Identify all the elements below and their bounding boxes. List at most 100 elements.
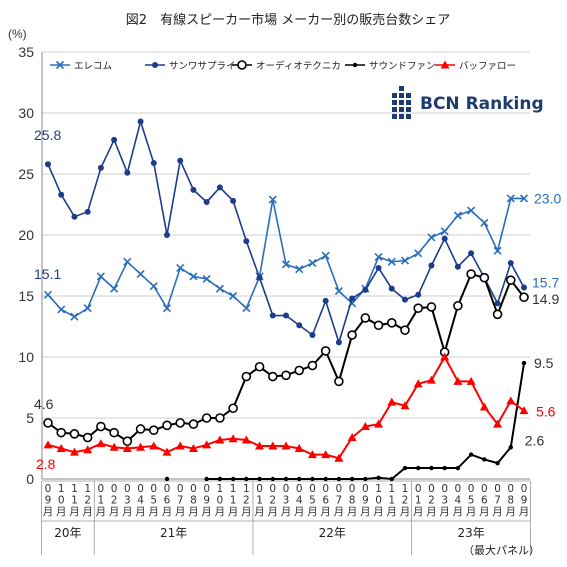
marker-triangle [83,445,93,454]
series-line [206,362,525,481]
marker-circle [360,313,371,323]
marker-stroke [400,256,410,265]
marker-triangle [440,352,450,361]
marker-dot [495,460,500,466]
logo-square [399,86,404,91]
marker-x [387,257,396,266]
marker-x [229,291,238,301]
year-label: 23年 [457,526,484,540]
series-lines [43,118,529,482]
marker-dot [494,300,501,307]
marker-dot [402,296,408,303]
marker-x [281,260,291,269]
marker-circle [135,424,146,434]
legend-item: バッファロー [435,60,516,72]
marker-stroke [519,194,529,203]
marker-circle [122,436,133,446]
marker-stroke [427,233,436,242]
marker-x [176,263,185,273]
marker-dot [442,465,447,471]
marker-x [427,233,436,242]
marker-x [493,246,502,255]
marker-dot [71,213,78,220]
marker-triangle [43,440,53,449]
marker-dot [349,295,356,302]
marker-stroke [96,272,105,281]
y-tick-label: 15 [18,288,34,304]
marker-x [83,304,92,313]
marker-triangle [241,435,251,444]
marker-dot [244,476,249,482]
marker-dot [97,164,104,171]
marker-stroke [123,257,132,266]
marker-triangle [360,422,370,431]
legend-label: オーディオテクニカ [256,60,341,72]
marker-triangle [122,444,132,452]
marker-circle [386,318,397,328]
y-axis-ticks: 0 5 10 15 20 25 30 35 [18,44,34,487]
marker-circle [307,360,318,371]
series-2 [43,269,529,446]
series-3 [164,360,527,482]
marker-triangle [519,406,529,415]
marker-dot [363,476,368,482]
marker-dot [190,186,197,193]
marker-triangle [255,441,265,450]
series-line [47,272,525,443]
marker-stroke [176,263,185,273]
marker-dot [283,312,289,319]
marker-x [57,305,66,314]
marker-dot [111,136,118,143]
marker-x [55,60,65,70]
marker-dot [455,465,461,471]
logo-square [392,100,397,105]
marker-dot [269,312,276,319]
marker-triangle [374,419,384,428]
marker-circle [519,292,529,303]
logo-square [392,93,397,98]
marker-triangle [493,419,503,428]
legend-label: サンワサプライ [169,61,236,72]
marker-circle [466,269,476,279]
marker-x [440,227,449,236]
marker-dot [375,264,382,271]
marker-triangle [426,375,436,384]
marker-dot [376,475,381,480]
marker-x [334,287,343,296]
marker-stroke [281,260,291,269]
logo-square [392,107,397,112]
data-label: 2.8 [36,456,56,472]
marker-dot [84,208,91,215]
series-line [47,197,524,318]
marker-dot [203,199,210,206]
marker-stroke [149,282,158,291]
marker-triangle [136,442,146,451]
marker-stroke [202,274,211,283]
marker-circle [215,413,225,423]
marker-dot [468,452,474,457]
marker-dot [152,62,158,68]
marker-circle [228,403,238,414]
marker-dot [150,160,157,167]
marker-dot [45,161,51,168]
data-label: 15.1 [34,266,61,282]
marker-dot [164,476,170,482]
marker-dot [389,476,394,482]
marker-x [202,274,211,283]
legend-item: オーディオテクニカ [232,60,341,72]
data-label: 5.6 [536,404,556,420]
